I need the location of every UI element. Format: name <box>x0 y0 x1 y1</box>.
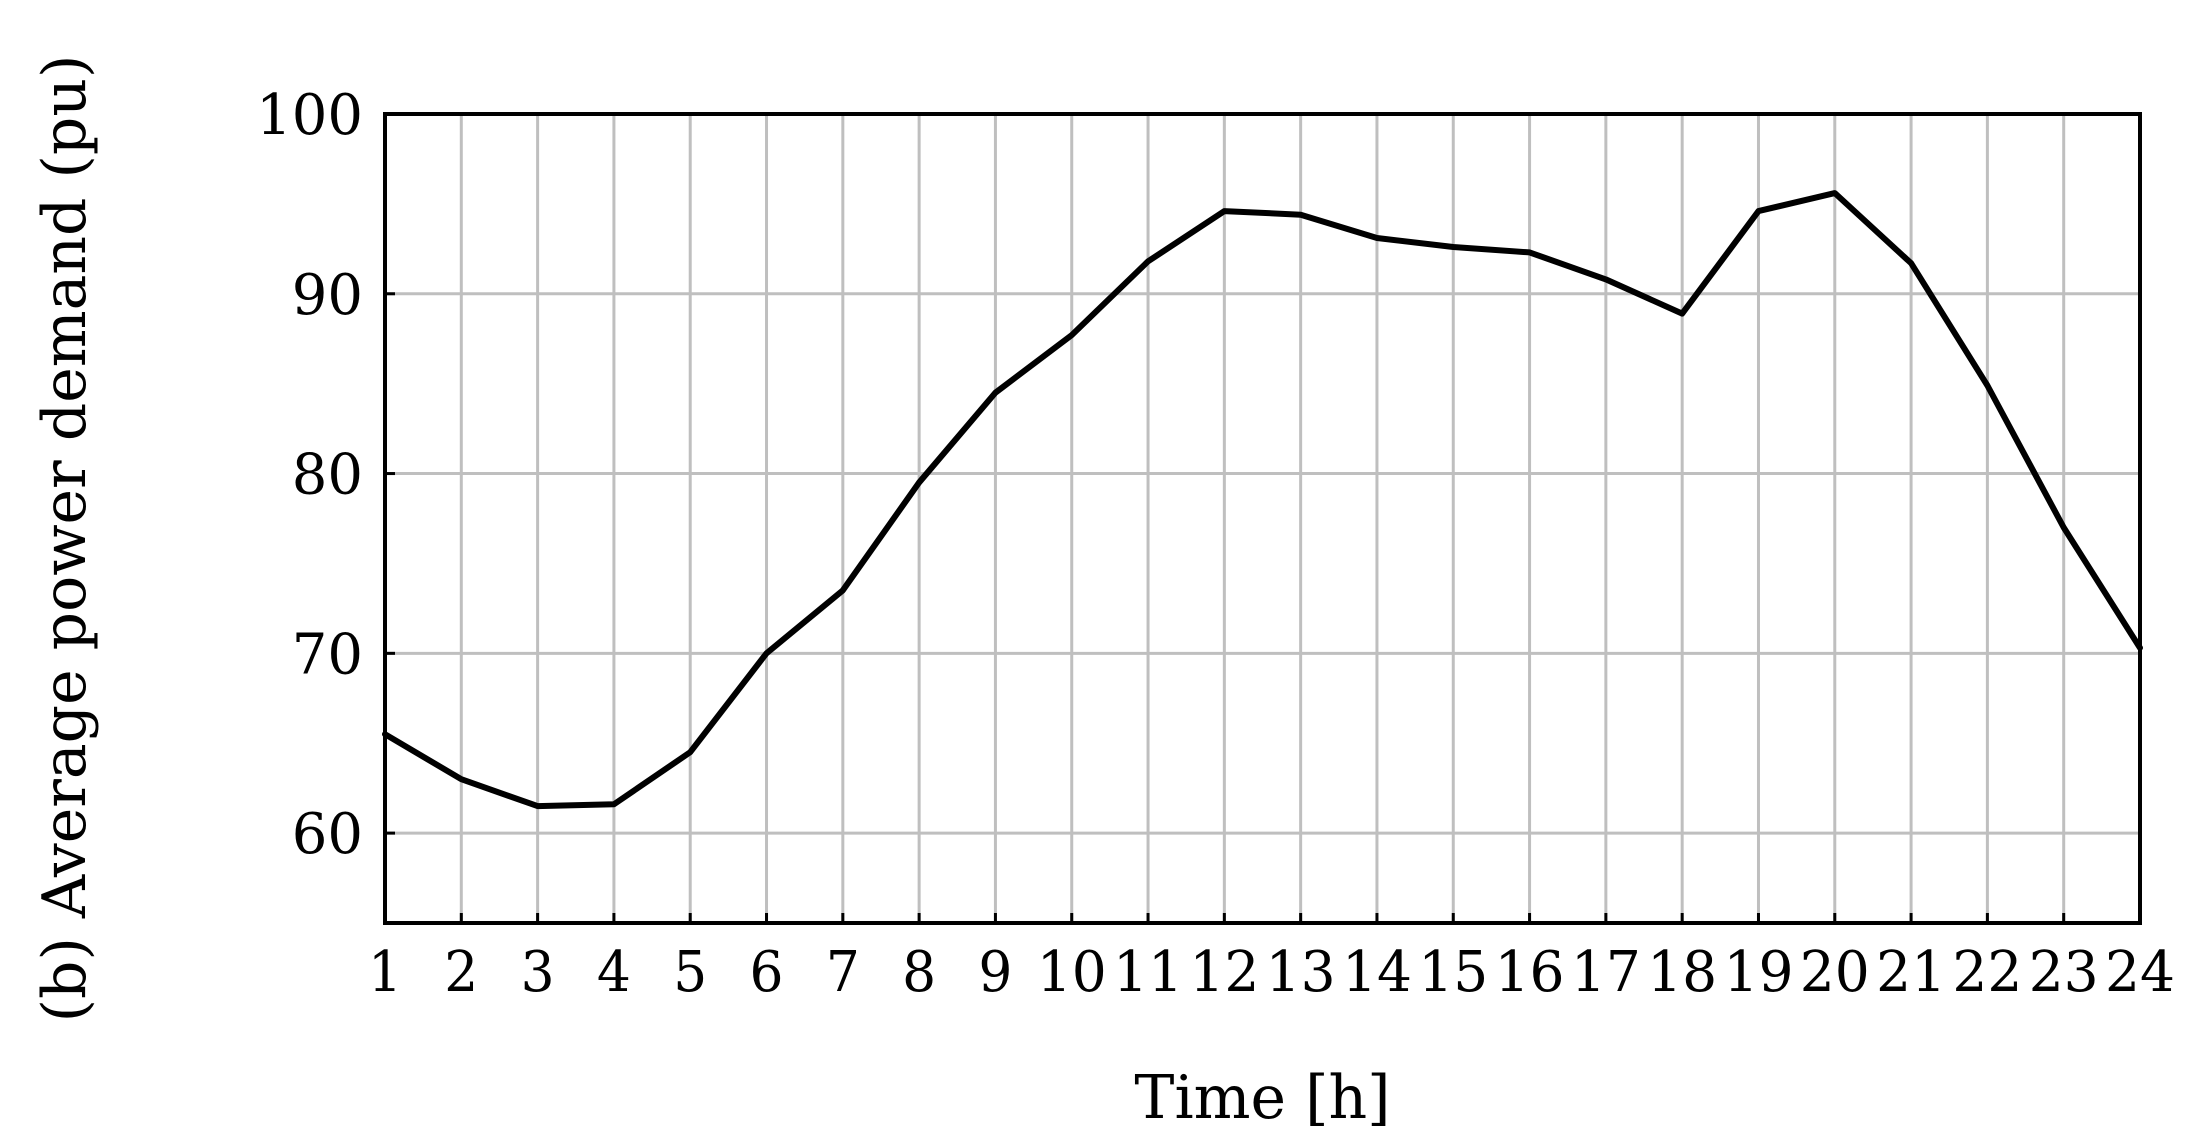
x-tick-label: 11 <box>1113 940 1183 1005</box>
y-tick-label: 70 <box>292 622 363 687</box>
x-tick-label: 15 <box>1418 940 1488 1005</box>
x-tick-label: 20 <box>1800 940 1870 1005</box>
y-tick-label: 80 <box>292 443 363 508</box>
x-tick-label: 19 <box>1723 940 1793 1005</box>
x-tick-label: 23 <box>2029 940 2099 1005</box>
x-tick-label: 8 <box>902 940 936 1005</box>
x-axis-title: Time [h] <box>1134 1063 1390 1133</box>
x-tick-label: 18 <box>1647 940 1717 1005</box>
x-tick-label: 17 <box>1571 940 1641 1005</box>
plot-frame <box>383 112 2142 925</box>
x-tick-label: 14 <box>1342 940 1412 1005</box>
y-axis-title: (b) Average power demand (pu) <box>30 55 100 1023</box>
y-tick-label: 90 <box>292 263 363 328</box>
y-tick-label: 100 <box>256 83 363 148</box>
x-tick-label: 4 <box>597 940 631 1005</box>
x-tick-label: 16 <box>1495 940 1565 1005</box>
x-tick-label: 21 <box>1876 940 1946 1005</box>
x-axis-ticks: 1 2 3 4 5 6 7 8 9 10 11 12 13 14 15 16 17 18 19 20 21 22 23 24 <box>368 913 2175 1005</box>
x-tick-label: 2 <box>444 940 478 1005</box>
x-tick-label: 12 <box>1189 940 1259 1005</box>
y-axis-ticks: 60 70 80 90 100 <box>256 83 395 867</box>
x-tick-label: 6 <box>750 940 784 1005</box>
x-tick-label: 22 <box>1952 940 2022 1005</box>
x-tick-label: 9 <box>978 940 1012 1005</box>
x-tick-label: 1 <box>368 940 402 1005</box>
y-tick-label: 60 <box>292 802 363 867</box>
x-tick-label: 3 <box>521 940 555 1005</box>
x-tick-label: 10 <box>1037 940 1107 1005</box>
x-tick-label: 13 <box>1266 940 1336 1005</box>
series-line-average-power-demand <box>382 190 2143 810</box>
x-tick-label: 7 <box>826 940 860 1005</box>
x-tick-label: 5 <box>673 940 707 1005</box>
x-tick-label: 24 <box>2105 940 2175 1005</box>
